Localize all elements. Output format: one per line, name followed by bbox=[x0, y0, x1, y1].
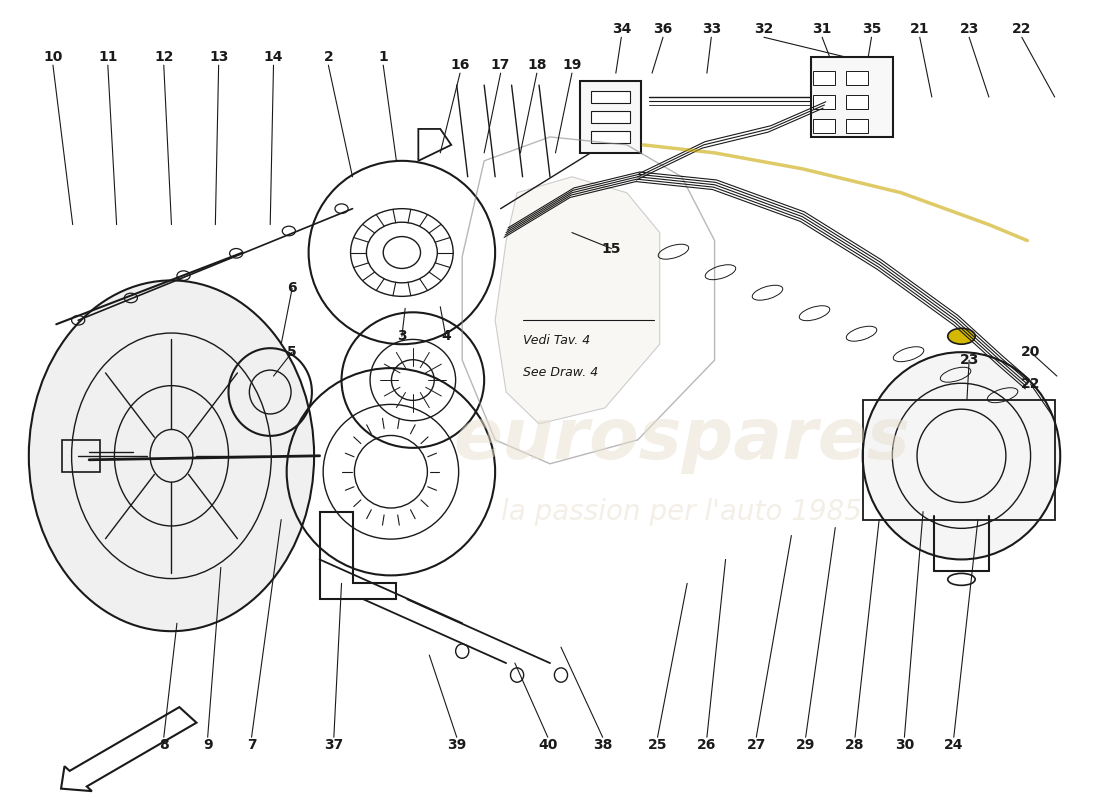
Text: 14: 14 bbox=[264, 50, 284, 64]
Text: 25: 25 bbox=[648, 738, 668, 752]
FancyBboxPatch shape bbox=[580, 81, 640, 153]
Ellipse shape bbox=[862, 352, 1060, 559]
Ellipse shape bbox=[948, 328, 976, 344]
Bar bbox=[591, 110, 630, 123]
Text: 33: 33 bbox=[702, 22, 721, 36]
Text: 29: 29 bbox=[796, 738, 815, 752]
Text: 27: 27 bbox=[747, 738, 766, 752]
Bar bbox=[813, 70, 835, 85]
Text: 2: 2 bbox=[323, 50, 333, 64]
Text: 6: 6 bbox=[287, 282, 297, 295]
Bar bbox=[846, 70, 868, 85]
Bar bbox=[846, 94, 868, 109]
Text: 19: 19 bbox=[562, 58, 582, 72]
Text: 18: 18 bbox=[527, 58, 547, 72]
Text: 1: 1 bbox=[378, 50, 388, 64]
Text: 26: 26 bbox=[697, 738, 716, 752]
Text: 5: 5 bbox=[287, 345, 297, 359]
Text: eurospares: eurospares bbox=[453, 406, 910, 474]
Polygon shape bbox=[495, 177, 660, 424]
Text: 8: 8 bbox=[158, 738, 168, 752]
Text: See Draw. 4: See Draw. 4 bbox=[522, 366, 597, 378]
Text: 21: 21 bbox=[910, 22, 930, 36]
Text: 9: 9 bbox=[202, 738, 212, 752]
Text: 37: 37 bbox=[324, 738, 343, 752]
FancyArrow shape bbox=[62, 707, 197, 791]
Text: 23: 23 bbox=[959, 353, 979, 367]
Text: 7: 7 bbox=[246, 738, 256, 752]
Text: 34: 34 bbox=[612, 22, 631, 36]
FancyBboxPatch shape bbox=[811, 57, 893, 137]
Text: 23: 23 bbox=[959, 22, 979, 36]
Text: 32: 32 bbox=[755, 22, 773, 36]
Text: 31: 31 bbox=[813, 22, 832, 36]
Bar bbox=[591, 90, 630, 103]
Bar bbox=[813, 94, 835, 109]
Text: 24: 24 bbox=[944, 738, 964, 752]
Bar bbox=[591, 130, 630, 143]
Ellipse shape bbox=[29, 281, 315, 631]
Bar bbox=[846, 118, 868, 133]
Text: 3: 3 bbox=[397, 330, 407, 343]
Text: 28: 28 bbox=[845, 738, 865, 752]
Text: 20: 20 bbox=[1021, 345, 1041, 359]
Text: 40: 40 bbox=[538, 738, 558, 752]
Text: 4: 4 bbox=[441, 330, 451, 343]
Text: 22: 22 bbox=[1021, 377, 1041, 391]
Text: 12: 12 bbox=[154, 50, 174, 64]
Bar bbox=[813, 118, 835, 133]
Text: 22: 22 bbox=[1012, 22, 1032, 36]
Text: 38: 38 bbox=[593, 738, 613, 752]
Text: Vedi Tav. 4: Vedi Tav. 4 bbox=[522, 334, 590, 346]
Text: 35: 35 bbox=[861, 22, 881, 36]
Text: 15: 15 bbox=[602, 242, 621, 255]
Text: 30: 30 bbox=[894, 738, 914, 752]
Text: 11: 11 bbox=[98, 50, 118, 64]
Text: 39: 39 bbox=[447, 738, 466, 752]
Text: 10: 10 bbox=[43, 50, 63, 64]
Text: 13: 13 bbox=[209, 50, 229, 64]
Text: la passion per l'auto 1985: la passion per l'auto 1985 bbox=[502, 498, 862, 526]
Text: 36: 36 bbox=[653, 22, 672, 36]
Text: 17: 17 bbox=[491, 58, 510, 72]
Text: 16: 16 bbox=[450, 58, 470, 72]
